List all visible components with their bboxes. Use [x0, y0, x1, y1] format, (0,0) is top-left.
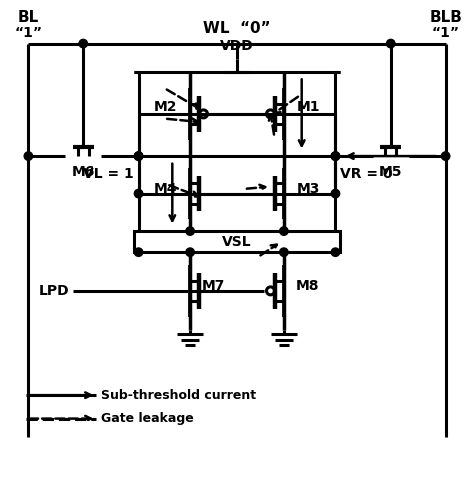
Circle shape	[186, 227, 194, 235]
Text: M5: M5	[379, 164, 402, 179]
Text: VDD: VDD	[220, 39, 254, 53]
Text: BLB: BLB	[429, 10, 462, 25]
Text: Gate leakage: Gate leakage	[101, 412, 194, 425]
Circle shape	[331, 152, 340, 160]
Text: BL: BL	[18, 10, 39, 25]
Text: M3: M3	[297, 182, 320, 196]
Circle shape	[186, 248, 194, 256]
Text: VR = 0: VR = 0	[340, 167, 392, 181]
Text: VSL: VSL	[222, 235, 252, 248]
Text: VL = 1: VL = 1	[82, 167, 134, 181]
Text: M7: M7	[202, 279, 225, 293]
Circle shape	[331, 248, 340, 256]
Circle shape	[280, 248, 288, 256]
Text: M2: M2	[154, 100, 177, 114]
Circle shape	[134, 152, 143, 160]
Circle shape	[331, 190, 340, 198]
Circle shape	[331, 152, 340, 160]
Text: M1: M1	[297, 100, 320, 114]
FancyBboxPatch shape	[134, 231, 340, 252]
Circle shape	[441, 152, 450, 160]
Text: WL  “0”: WL “0”	[203, 21, 271, 36]
Text: M6: M6	[72, 164, 95, 179]
Text: M4: M4	[154, 182, 177, 196]
Circle shape	[79, 40, 88, 48]
Text: M8: M8	[296, 279, 319, 293]
Circle shape	[386, 40, 395, 48]
Circle shape	[134, 248, 143, 256]
Text: Sub-threshold current: Sub-threshold current	[101, 389, 256, 401]
Circle shape	[280, 227, 288, 235]
Text: “1”: “1”	[14, 26, 42, 40]
Text: LPD: LPD	[39, 284, 70, 298]
Circle shape	[134, 152, 143, 160]
Circle shape	[24, 152, 33, 160]
Text: “1”: “1”	[432, 26, 460, 40]
Circle shape	[134, 190, 143, 198]
